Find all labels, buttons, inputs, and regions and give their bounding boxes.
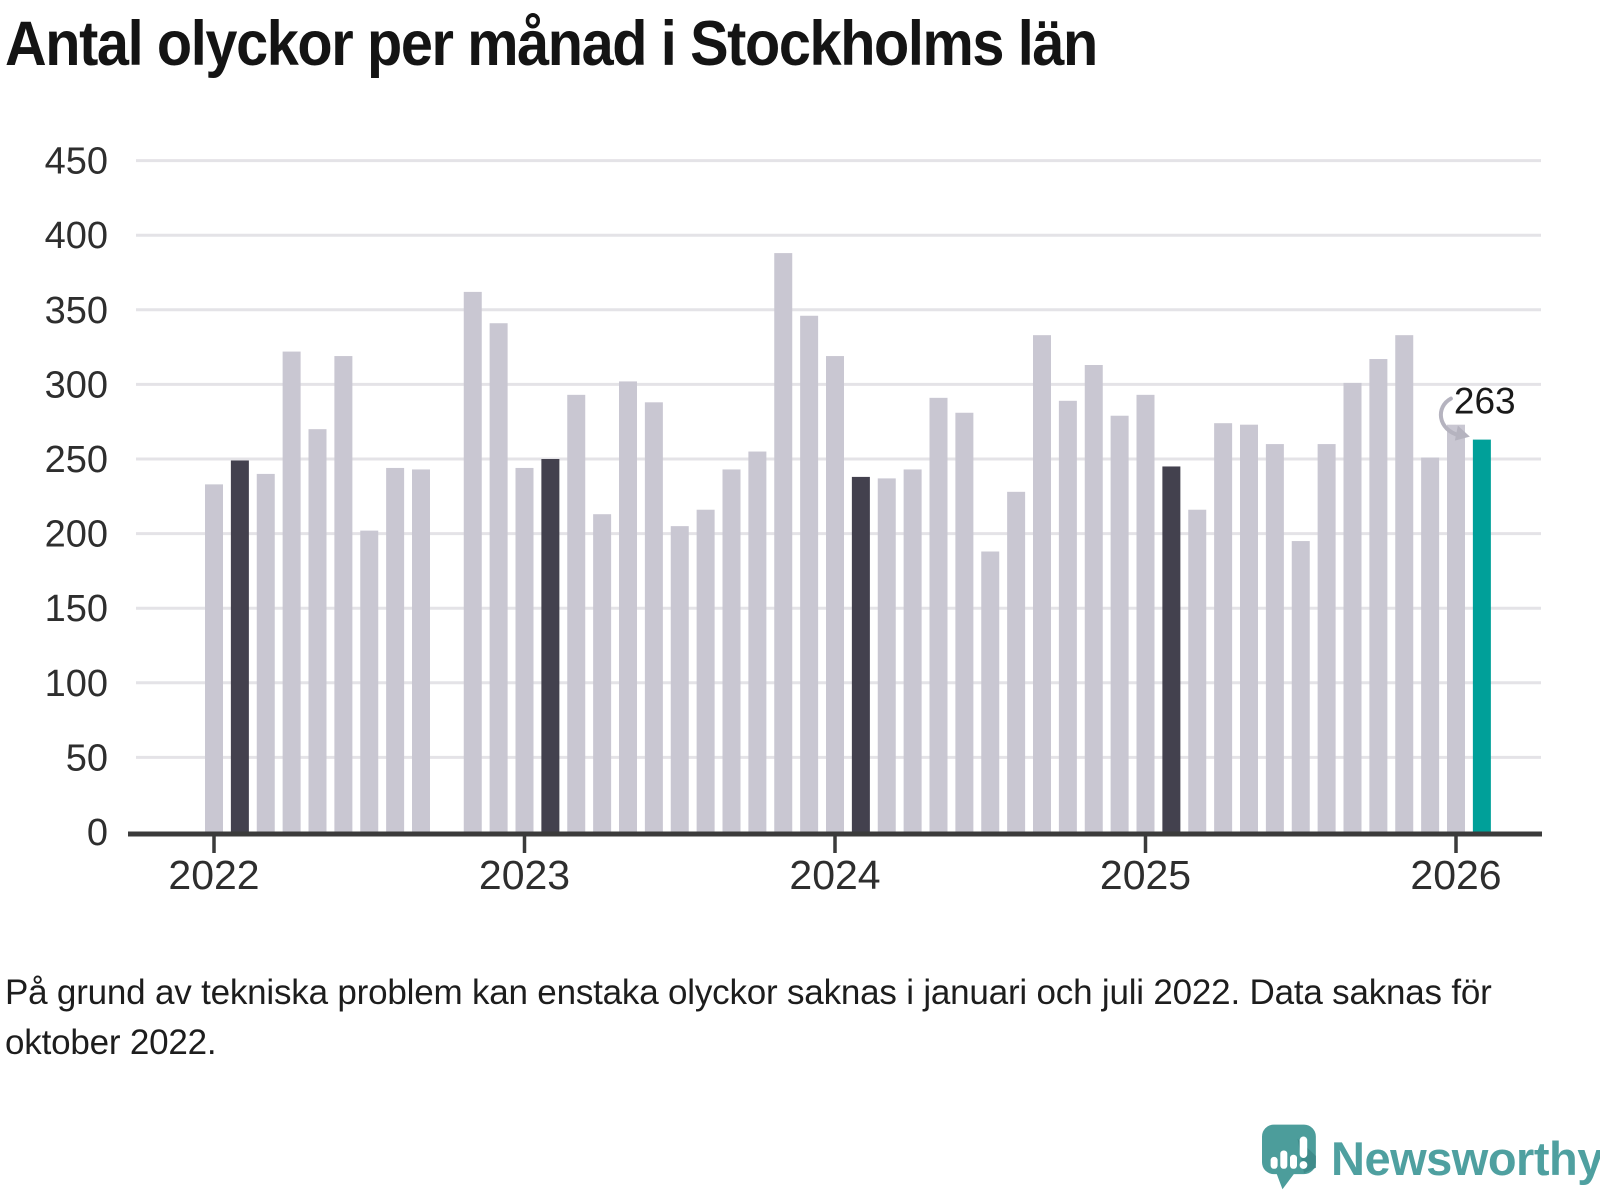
bar-2024-12 [1110,415,1129,832]
y-axis-label: 350 [45,290,108,332]
y-axis-label: 400 [45,215,108,257]
bar-2026-01 [1447,424,1465,832]
x-axis-label: 2026 [1410,852,1501,898]
bar-2023-03 [567,394,586,832]
x-axis-label: 2024 [789,852,880,898]
bar-2024-07 [981,551,1000,832]
bar-2024-10 [1058,400,1077,832]
footnote: På grund av tekniska problem kan enstaka… [5,973,1492,1063]
bar-2023-06 [644,402,663,832]
bar-2025-06 [1265,444,1284,832]
bar-2022-12 [489,323,508,832]
y-axis-label: 150 [45,588,108,630]
brand-footer: Newsworthy [1262,1118,1600,1198]
x-axis-label: 2023 [479,852,570,898]
bar-2022-04 [282,351,301,832]
bar-2025-09 [1343,382,1362,832]
bar-2022-01 [205,484,223,832]
bar-2024-02 [851,476,870,832]
bar-2025-04 [1214,423,1233,832]
bar-2025-11 [1395,335,1414,832]
bar-2025-03 [1188,509,1207,832]
x-axis-label: 2025 [1100,852,1191,898]
annotation-arrow [1439,396,1462,438]
annotation-arrowhead [1454,425,1470,441]
bar-2022-08 [386,467,405,832]
bar-2025-08 [1317,444,1336,832]
bar-2025-07 [1291,541,1310,832]
bar-2024-08 [1007,491,1026,832]
y-axis-label: 0 [87,812,108,854]
bar-2024-09 [1033,335,1051,832]
bar-2023-10 [748,451,767,832]
bar-2025-01 [1136,394,1155,832]
brand-wordmark: Newsworthy [1331,1131,1600,1185]
bar-2023-12 [800,315,819,832]
bar-2023-02 [541,459,560,832]
bar-2025-10 [1369,359,1388,832]
bar-2023-07 [670,526,689,832]
bar-2023-01 [515,467,534,832]
bar-2023-11 [774,253,793,832]
newsworthy-logo-icon [1262,1124,1316,1190]
bar-2022-09 [412,469,430,832]
y-axis-label: 100 [45,663,108,705]
bar-2022-07 [360,530,379,832]
y-axis-label: 50 [66,737,108,779]
bar-2023-08 [696,509,715,832]
bar-2022-02 [230,460,249,832]
bar-2024-04 [903,469,922,832]
x-axis-label: 2022 [168,852,259,898]
chart-title: Antal olyckor per månad i Stockholms län [5,9,1098,79]
bar-2024-11 [1084,365,1103,832]
y-axis-label: 450 [45,141,108,183]
bar-value-label: 263 [1454,381,1516,422]
bar-2023-09 [722,469,741,832]
y-axis-label: 300 [45,364,108,406]
y-axis-label: 250 [45,439,108,481]
bar-2023-04 [593,514,612,832]
bar-2024-03 [877,478,896,832]
bar-2022-06 [334,356,353,832]
bar-2022-03 [256,473,275,832]
bar-2024-01 [826,356,844,832]
bar-2023-05 [619,381,637,832]
bar-2025-12 [1421,457,1440,832]
bar-2024-05 [929,397,948,832]
bar-2025-02 [1162,466,1181,832]
bar-2022-05 [308,429,327,832]
bar-2026-02 [1472,439,1491,832]
bar-2024-06 [955,412,974,832]
bar-2025-05 [1240,424,1258,832]
bar-2022-11 [463,291,482,832]
y-axis-label: 200 [45,514,108,556]
